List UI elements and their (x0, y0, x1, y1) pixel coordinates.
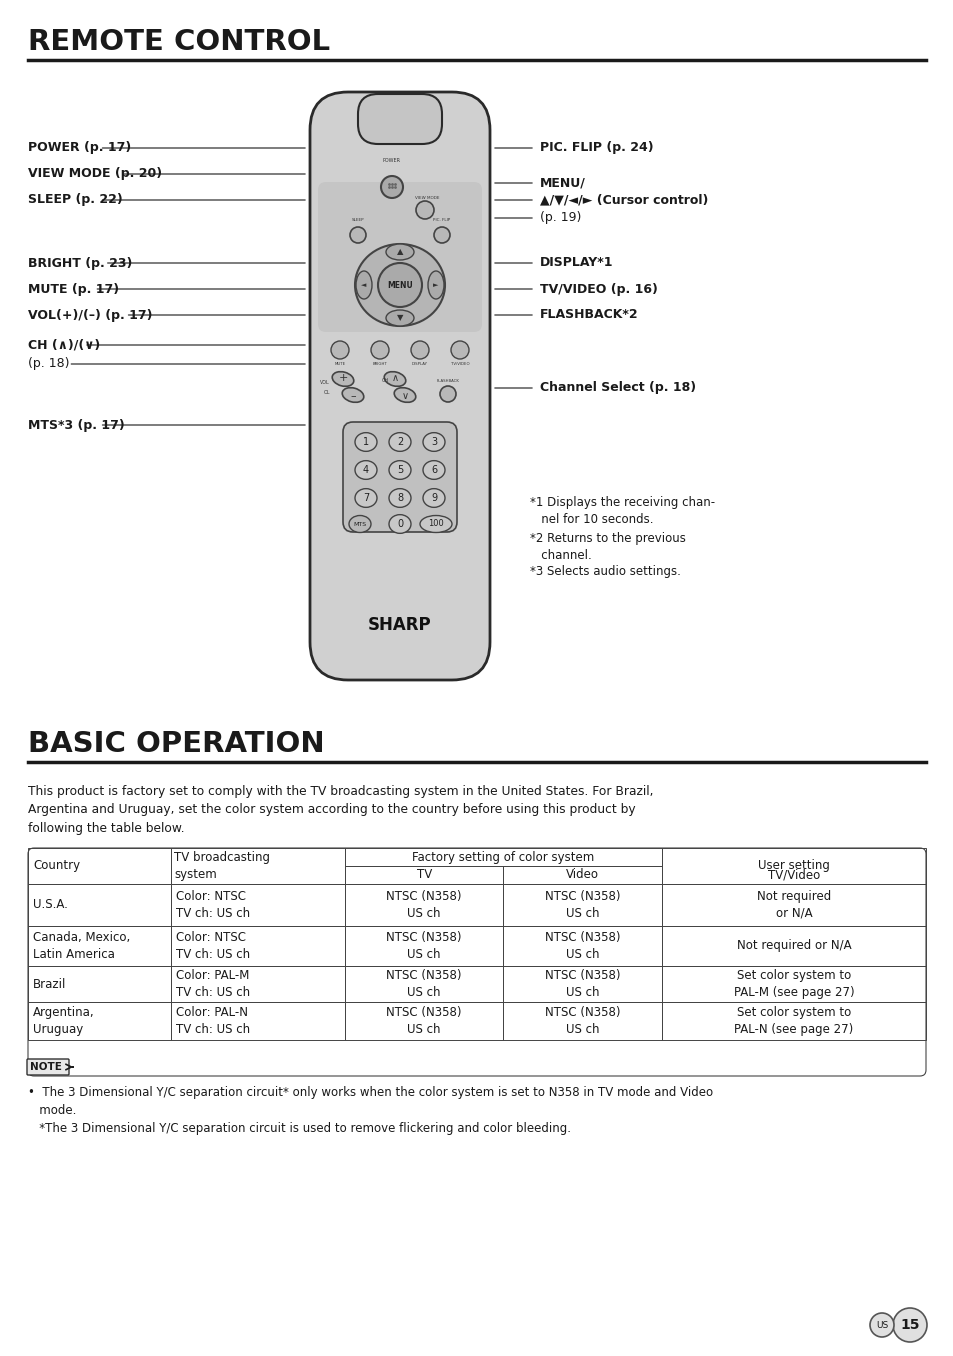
Bar (345, 926, 503, 965)
Text: +: + (338, 373, 347, 382)
Bar (661, 848, 925, 884)
Text: TV/VIDEO: TV/VIDEO (450, 362, 469, 366)
Text: POWER: POWER (382, 157, 400, 163)
Ellipse shape (419, 515, 452, 533)
Text: Brazil: Brazil (33, 978, 67, 990)
Text: Color: NTSC
TV ch: US ch: Color: NTSC TV ch: US ch (176, 890, 251, 919)
Text: ◄: ◄ (361, 282, 366, 287)
Ellipse shape (422, 433, 444, 452)
Circle shape (869, 1313, 893, 1337)
Bar (345, 866, 503, 884)
Circle shape (451, 340, 469, 359)
Text: Factory setting of color system: Factory setting of color system (412, 850, 594, 864)
Text: FLASHBACK: FLASHBACK (436, 378, 459, 382)
Text: Set color system to
PAL-M (see page 27): Set color system to PAL-M (see page 27) (733, 970, 853, 999)
Circle shape (411, 340, 429, 359)
Text: VOL: VOL (320, 380, 330, 385)
Ellipse shape (386, 311, 414, 325)
Bar (172, 884, 345, 926)
Text: 6: 6 (431, 465, 436, 475)
Text: MENU: MENU (387, 281, 413, 289)
FancyBboxPatch shape (357, 94, 441, 144)
Text: 4: 4 (362, 465, 369, 475)
Ellipse shape (355, 433, 376, 452)
Circle shape (371, 340, 389, 359)
Text: MUTE (p. 17): MUTE (p. 17) (28, 282, 119, 296)
Text: (p. 19): (p. 19) (539, 212, 580, 225)
FancyBboxPatch shape (310, 92, 490, 679)
Bar (345, 965, 503, 1002)
Text: REMOTE CONTROL: REMOTE CONTROL (28, 28, 330, 56)
Bar (345, 1002, 503, 1040)
Text: NOTE: NOTE (30, 1062, 62, 1073)
Text: *3 Selects audio settings.: *3 Selects audio settings. (530, 565, 680, 578)
Ellipse shape (428, 271, 443, 300)
Bar (28, 848, 172, 884)
Text: –: – (350, 391, 355, 401)
Text: OL: OL (323, 389, 330, 395)
Text: MUTE: MUTE (335, 362, 345, 366)
Ellipse shape (332, 372, 354, 386)
Ellipse shape (389, 461, 411, 480)
Text: *2 Returns to the previous
   channel.: *2 Returns to the previous channel. (530, 532, 685, 561)
Text: 2: 2 (396, 437, 403, 447)
Text: SLEEP: SLEEP (352, 218, 364, 222)
Text: Color: PAL-N
TV ch: US ch: Color: PAL-N TV ch: US ch (176, 1006, 251, 1036)
Circle shape (380, 176, 402, 198)
Bar (28, 965, 172, 1002)
Bar (28, 1002, 172, 1040)
Circle shape (439, 386, 456, 401)
Text: ∧: ∧ (391, 373, 398, 382)
Text: SHARP: SHARP (368, 616, 432, 635)
Ellipse shape (355, 461, 376, 480)
Bar (661, 884, 925, 926)
Ellipse shape (389, 433, 411, 452)
Text: TV broadcasting
system: TV broadcasting system (174, 852, 270, 881)
Text: Canada, Mexico,
Latin America: Canada, Mexico, Latin America (33, 932, 131, 961)
Bar (503, 926, 661, 965)
Text: NTSC (N358)
US ch: NTSC (N358) US ch (386, 1006, 461, 1036)
Ellipse shape (342, 388, 363, 403)
Text: NTSC (N358)
US ch: NTSC (N358) US ch (544, 932, 619, 961)
Text: ▲: ▲ (396, 248, 403, 256)
Text: MTS: MTS (353, 522, 366, 526)
Text: 8: 8 (396, 494, 402, 503)
Circle shape (377, 263, 421, 306)
Text: NTSC (N358)
US ch: NTSC (N358) US ch (386, 890, 461, 919)
Text: PIC. FLIP: PIC. FLIP (433, 218, 450, 222)
Ellipse shape (355, 244, 444, 325)
Text: POWER (p. 17): POWER (p. 17) (28, 141, 132, 155)
FancyBboxPatch shape (27, 1059, 69, 1075)
Text: Color: NTSC
TV ch: US ch: Color: NTSC TV ch: US ch (176, 932, 251, 961)
Bar (661, 965, 925, 1002)
Bar (345, 848, 661, 866)
Text: SLEEP (p. 22): SLEEP (p. 22) (28, 194, 123, 206)
Ellipse shape (422, 488, 444, 507)
Bar (503, 884, 661, 926)
Bar (172, 965, 345, 1002)
Ellipse shape (422, 461, 444, 480)
Text: 0: 0 (396, 519, 402, 529)
Ellipse shape (355, 488, 376, 507)
Bar (172, 1002, 345, 1040)
Circle shape (350, 226, 366, 243)
Text: NTSC (N358)
US ch: NTSC (N358) US ch (544, 890, 619, 919)
Text: Video: Video (565, 868, 598, 881)
Bar (28, 926, 172, 965)
Circle shape (331, 340, 349, 359)
Text: Color: PAL-M
TV ch: US ch: Color: PAL-M TV ch: US ch (176, 970, 251, 999)
Text: MENU/: MENU/ (539, 176, 585, 190)
FancyBboxPatch shape (343, 422, 456, 532)
Text: MTS*3 (p. 17): MTS*3 (p. 17) (28, 419, 125, 431)
Text: DISPLAY*1: DISPLAY*1 (539, 256, 613, 270)
Text: This product is factory set to comply with the TV broadcasting system in the Uni: This product is factory set to comply wi… (28, 785, 653, 835)
Text: 3: 3 (431, 437, 436, 447)
Text: •  The 3 Dimensional Y/C separation circuit* only works when the color system is: • The 3 Dimensional Y/C separation circu… (28, 1086, 713, 1135)
Ellipse shape (384, 372, 405, 386)
Text: 9: 9 (431, 494, 436, 503)
Text: DISPLAY: DISPLAY (412, 362, 428, 366)
Text: VIEW MODE (p. 20): VIEW MODE (p. 20) (28, 168, 162, 180)
Text: Not required
or N/A: Not required or N/A (756, 890, 830, 919)
Text: BRIGHT (p. 23): BRIGHT (p. 23) (28, 256, 132, 270)
Text: User setting: User setting (758, 860, 829, 872)
